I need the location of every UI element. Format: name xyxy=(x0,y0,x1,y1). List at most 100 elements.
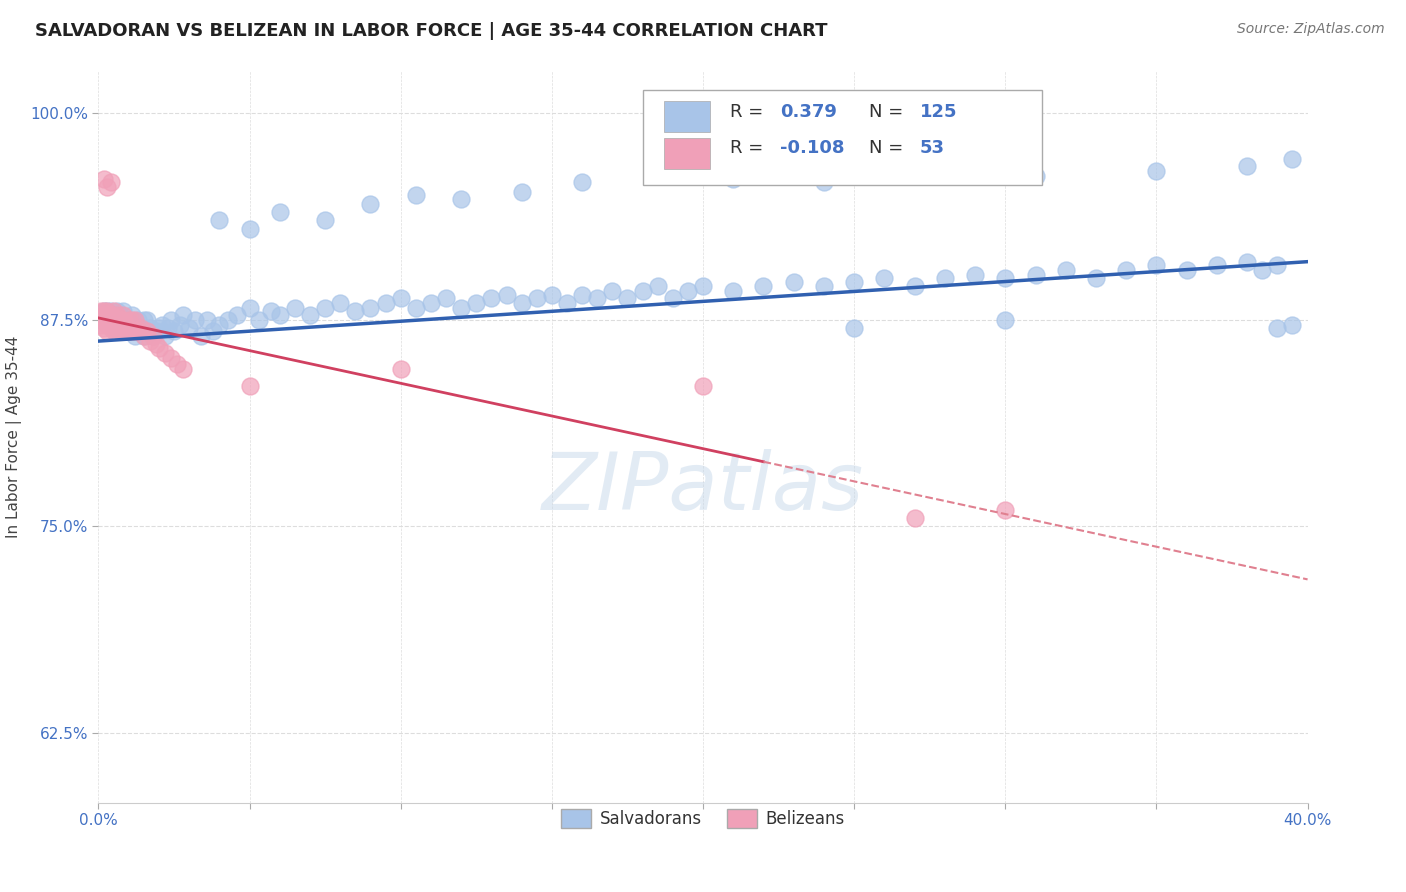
Point xyxy=(450,301,472,315)
Point xyxy=(114,312,136,326)
Point xyxy=(96,312,118,326)
Text: 125: 125 xyxy=(920,103,957,120)
Text: N =: N = xyxy=(869,139,908,157)
Point xyxy=(723,285,745,299)
Point xyxy=(405,188,427,202)
Point xyxy=(90,312,112,326)
Point xyxy=(208,318,231,332)
Bar xyxy=(664,138,710,169)
Point xyxy=(129,321,152,335)
Point xyxy=(90,304,112,318)
Bar xyxy=(664,102,710,132)
Point xyxy=(132,312,155,326)
Point xyxy=(450,192,472,206)
Point xyxy=(172,308,194,322)
Point xyxy=(108,324,131,338)
Point xyxy=(495,287,517,301)
Point xyxy=(344,304,367,318)
Point xyxy=(108,308,131,322)
Point xyxy=(217,312,239,326)
Point xyxy=(108,321,131,335)
Point xyxy=(135,312,157,326)
Text: R =: R = xyxy=(730,139,769,157)
Point xyxy=(96,308,118,322)
Point xyxy=(142,329,165,343)
Point xyxy=(844,275,866,289)
Point xyxy=(105,321,128,335)
Point xyxy=(105,304,128,318)
Point xyxy=(153,329,176,343)
Point xyxy=(631,285,654,299)
Point xyxy=(103,304,125,318)
Point xyxy=(360,301,382,315)
Point xyxy=(661,291,683,305)
Point xyxy=(114,324,136,338)
Point xyxy=(904,279,927,293)
Point xyxy=(904,511,927,525)
Point xyxy=(114,318,136,332)
Point xyxy=(208,213,231,227)
Point xyxy=(510,296,533,310)
Point xyxy=(226,308,249,322)
Point xyxy=(121,321,143,335)
Point xyxy=(148,321,170,335)
Point xyxy=(1115,263,1137,277)
Point xyxy=(434,291,457,305)
Point xyxy=(127,324,149,338)
Point xyxy=(121,312,143,326)
Point xyxy=(96,180,118,194)
Point xyxy=(965,268,987,282)
Text: Source: ZipAtlas.com: Source: ZipAtlas.com xyxy=(1237,22,1385,37)
Point xyxy=(96,318,118,332)
Point xyxy=(166,357,188,371)
Point xyxy=(239,221,262,235)
Point xyxy=(100,312,122,326)
Point xyxy=(145,337,167,351)
Point xyxy=(873,271,896,285)
Point xyxy=(124,312,146,326)
Point xyxy=(96,312,118,326)
Point xyxy=(994,503,1017,517)
Point xyxy=(90,312,112,326)
Point xyxy=(96,324,118,338)
Point xyxy=(172,362,194,376)
Point xyxy=(100,175,122,189)
Point xyxy=(105,312,128,326)
Point xyxy=(160,312,183,326)
Point xyxy=(111,312,134,326)
Point xyxy=(420,296,443,310)
Point xyxy=(135,324,157,338)
Point xyxy=(96,304,118,318)
Point xyxy=(103,312,125,326)
Point xyxy=(1206,258,1229,272)
Point xyxy=(844,321,866,335)
Point xyxy=(139,334,162,348)
Text: 0.379: 0.379 xyxy=(780,103,837,120)
Point xyxy=(510,185,533,199)
Point xyxy=(602,285,624,299)
Point xyxy=(813,279,835,293)
Point xyxy=(103,308,125,322)
Point xyxy=(692,279,714,293)
Point xyxy=(127,312,149,326)
Point xyxy=(1144,163,1167,178)
Point xyxy=(160,351,183,365)
Point xyxy=(1175,263,1198,277)
Point xyxy=(118,324,141,338)
Point xyxy=(647,279,669,293)
Text: SALVADORAN VS BELIZEAN IN LABOR FORCE | AGE 35-44 CORRELATION CHART: SALVADORAN VS BELIZEAN IN LABOR FORCE | … xyxy=(35,22,828,40)
Point xyxy=(156,321,179,335)
Point xyxy=(121,308,143,322)
Point xyxy=(934,271,956,285)
Point xyxy=(169,318,191,332)
Point xyxy=(184,312,207,326)
Point xyxy=(118,312,141,326)
Point xyxy=(647,169,669,183)
Point xyxy=(571,175,593,189)
Y-axis label: In Labor Force | Age 35-44: In Labor Force | Age 35-44 xyxy=(6,336,21,538)
Point xyxy=(163,324,186,338)
Point xyxy=(135,324,157,338)
Point xyxy=(195,312,218,326)
Point xyxy=(96,304,118,318)
Point xyxy=(540,287,562,301)
